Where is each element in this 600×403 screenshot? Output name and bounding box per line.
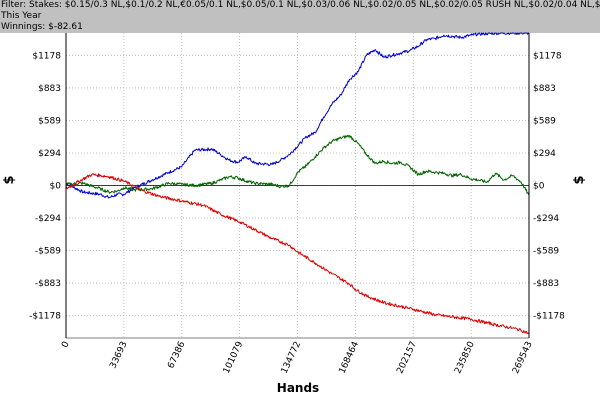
y-tick-label-left: $1178 [32, 51, 61, 61]
filter-text: Filter: Stakes: $0.15/0.3 NL,$0.1/0.2 NL… [1, 0, 600, 10]
series-lines [65, 32, 530, 335]
y-tick-label-right: -$294 [533, 214, 559, 224]
y-tick-label-left: -$883 [35, 279, 61, 289]
y-tick-label-right: -$883 [533, 279, 559, 289]
y-tick-label-right: $0 [533, 182, 545, 192]
y-tick-label-left: $294 [38, 149, 61, 159]
x-tick-label: 269543 [511, 340, 535, 375]
series-line-1 [65, 134, 530, 196]
x-tick-label: 33693 [108, 340, 129, 370]
y-tick-label-left: $883 [38, 84, 61, 94]
period-text: This Year [1, 11, 42, 21]
series-line-0 [65, 32, 529, 199]
x-tick-label: 202157 [395, 340, 419, 375]
filter-info-bar: Filter: Stakes: $0.15/0.3 NL,$0.1/0.2 NL… [0, 0, 600, 33]
x-axis-title: Hands [277, 381, 319, 395]
y-tick-label-left: $589 [38, 116, 61, 126]
y-tick-label-right: $589 [533, 116, 556, 126]
series-line-2 [65, 173, 530, 335]
x-tick-label: 134772 [280, 340, 304, 375]
x-tick-labels: 0 33693 67386 101079 134772 168464 202157 23585… [60, 340, 534, 376]
y-tick-labels-left: $1178 $883 $589 $294 $0 -$294 -$589 -$883 -$1178 [29, 51, 61, 321]
y-tick-label-left: -$294 [35, 214, 61, 224]
x-tick-label: 101079 [222, 340, 246, 376]
plot-frame [65, 33, 530, 339]
y-tick-label-left: -$1178 [29, 312, 61, 322]
x-tick-label: 235850 [453, 340, 477, 376]
winnings-text: Winnings: $-82.61 [1, 22, 83, 32]
y-tick-label-right: -$589 [533, 247, 559, 257]
y-tick-label-right: -$1178 [533, 312, 565, 322]
y-axis-title-left: $ [2, 175, 17, 184]
y-tick-label-left: -$589 [35, 247, 61, 257]
y-tick-label-right: $1178 [533, 51, 562, 61]
y-axis-title-right: $ [572, 175, 587, 184]
y-tick-label-right: $883 [533, 84, 556, 94]
x-tick-label: 0 [60, 340, 72, 350]
y-tick-label-right: $294 [533, 149, 556, 159]
x-tick-label: 67386 [166, 340, 187, 370]
y-tick-labels-right: $1178 $883 $589 $294 $0 -$294 -$589 -$883 -$1178 [533, 51, 565, 321]
y-tick-label-left: $0 [50, 182, 62, 192]
x-tick-label: 168464 [338, 340, 362, 376]
